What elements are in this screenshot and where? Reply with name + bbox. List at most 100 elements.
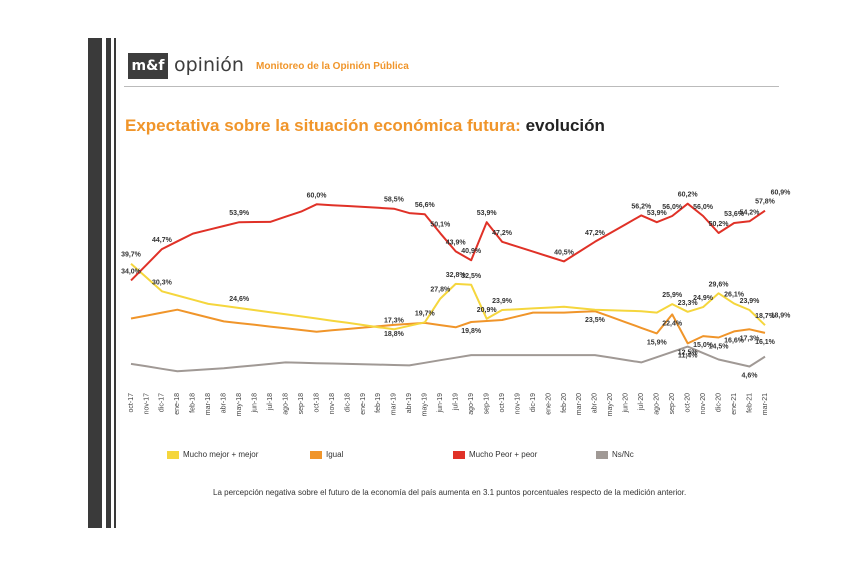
data-label: 15,9% — [647, 339, 668, 346]
x-tick-label: may-18 — [236, 393, 243, 416]
data-label: 27,8% — [430, 287, 451, 294]
data-label: 19,8% — [461, 328, 482, 335]
x-tick-label: jun-20 — [623, 393, 630, 414]
series-line-2 — [130, 308, 766, 345]
data-label: 50,2% — [709, 221, 730, 228]
x-tick-label: nov-19 — [514, 393, 521, 415]
x-tick-label: oct-20 — [685, 393, 692, 413]
legend-label: Mucho Peor + peor — [469, 450, 538, 459]
data-label: 16,1% — [755, 339, 776, 346]
legend-swatch — [310, 450, 322, 459]
left-decor-bar-thick — [88, 38, 102, 528]
data-label: 32,8% — [446, 272, 467, 279]
data-label: 60,9% — [771, 190, 792, 197]
x-tick-label: nov-20 — [700, 393, 707, 415]
data-label: 4,6% — [742, 373, 759, 380]
data-label: 20,9% — [477, 307, 498, 314]
x-tick-label: oct-17 — [128, 393, 135, 413]
legend-item-igual: Igual — [310, 450, 343, 459]
data-label: 29,6% — [709, 281, 730, 288]
x-tick-label: feb-19 — [375, 393, 382, 413]
legend-swatch — [596, 450, 608, 459]
data-label: 47,2% — [492, 230, 513, 237]
x-tick-label: mar-21 — [762, 393, 769, 415]
x-tick-label: feb-18 — [190, 393, 197, 413]
data-label: 54,2% — [740, 209, 761, 216]
x-tick-label: sep-18 — [298, 393, 305, 415]
series-line-0 — [130, 202, 766, 282]
chart-title-emphasis: evolución — [525, 116, 605, 135]
x-tick-label: ago-19 — [468, 393, 475, 415]
legend-item-peor: Mucho Peor + peor — [453, 450, 537, 459]
x-tick-label: dic-18 — [344, 393, 351, 412]
data-label: 56,0% — [662, 204, 683, 211]
x-tick-label: sep-20 — [669, 393, 676, 415]
x-tick-label: oct-19 — [499, 393, 506, 413]
x-tick-label: jun-19 — [437, 393, 444, 414]
x-tick-label: ago-18 — [282, 393, 289, 415]
data-label: 23,5% — [585, 317, 606, 324]
data-label: 53,9% — [229, 210, 250, 217]
x-tick-label: mar-20 — [576, 393, 583, 415]
x-tick-label: abr-20 — [592, 393, 599, 413]
data-label: 40,5% — [554, 249, 575, 256]
x-tick-label: jul-18 — [267, 393, 274, 411]
x-tick-label: abr-19 — [406, 393, 413, 413]
data-label: 43,9% — [446, 239, 467, 246]
x-tick-label: ene-19 — [360, 393, 367, 415]
data-label: 60,2% — [678, 192, 699, 199]
data-label: 26,1% — [724, 292, 745, 299]
brand-name: opinión — [174, 54, 244, 76]
header-subtitle: Monitoreo de la Opinión Pública — [256, 61, 409, 72]
x-tick-label: dic-19 — [530, 393, 537, 412]
chart-title: Expectativa sobre la situación económica… — [125, 116, 605, 136]
data-label: 24,6% — [229, 296, 250, 303]
data-label: 12,5% — [678, 349, 699, 356]
legend-item-nsnc: Ns/Nc — [596, 450, 634, 459]
brand-logo: m&f — [128, 53, 168, 79]
data-label: 47,2% — [585, 230, 606, 237]
x-tick-label: feb-20 — [561, 393, 568, 413]
series-line-3 — [130, 345, 766, 373]
data-label: 58,5% — [384, 197, 405, 204]
data-label: 30,3% — [152, 279, 173, 286]
left-decor-bar-medium — [106, 38, 111, 528]
x-tick-label: abr-18 — [221, 393, 228, 413]
data-label: 34,0% — [121, 268, 142, 275]
x-tick-label: ene-18 — [174, 393, 181, 415]
x-tick-label: mar-18 — [205, 393, 212, 415]
legend-label: Mucho mejor + mejor — [183, 450, 259, 459]
x-tick-label: ene-20 — [545, 393, 552, 415]
data-label: 23,9% — [740, 298, 761, 305]
x-tick-label: jul-19 — [453, 393, 460, 411]
x-tick-label: feb-21 — [746, 393, 753, 413]
data-label: 39,7% — [121, 252, 142, 259]
data-label: 23,9% — [492, 298, 513, 305]
data-label: 56,0% — [693, 204, 714, 211]
data-label: 22,4% — [662, 320, 683, 327]
left-decor-bar-thin — [114, 38, 116, 528]
legend-swatch — [453, 450, 465, 459]
data-label: 16,6% — [724, 337, 745, 344]
data-label: 17,3% — [384, 317, 405, 324]
data-label: 23,3% — [678, 300, 699, 307]
legend-swatch — [167, 450, 179, 459]
x-tick-label: jun-18 — [252, 393, 259, 414]
chart-title-main: Expectativa sobre la situación económica… — [125, 116, 521, 135]
x-tick-label: nov-17 — [143, 393, 150, 415]
data-label: 53,6% — [724, 211, 745, 218]
legend-item-mejor: Mucho mejor + mejor — [167, 450, 258, 459]
data-label: 25,9% — [662, 292, 683, 299]
x-tick-label: may-20 — [607, 393, 614, 416]
data-label: 11,4% — [678, 353, 698, 360]
data-label: 44,7% — [152, 237, 173, 244]
data-label: 56,6% — [415, 202, 436, 209]
data-label: 50,1% — [430, 221, 451, 228]
x-tick-label: nov-18 — [329, 393, 336, 415]
data-label: 19,7% — [415, 310, 436, 317]
x-tick-label: mar-19 — [391, 393, 398, 415]
x-tick-label: sep-19 — [484, 393, 491, 415]
data-label: 14,5% — [709, 344, 730, 351]
header-divider — [124, 86, 779, 87]
